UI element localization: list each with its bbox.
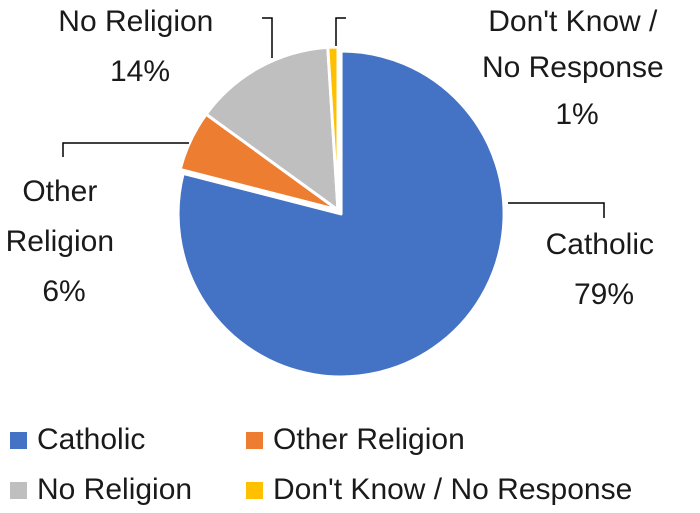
slice-label-catholic: Catholic 79%: [546, 228, 663, 311]
chart-legend: Catholic Other Religion No Religion Don'…: [0, 418, 700, 513]
legend-swatch-catholic: [10, 431, 27, 449]
slice-label-other-religion-line: Other: [22, 175, 97, 208]
slice-label-catholic-value: 79%: [574, 278, 634, 311]
legend-label-no-religion: No Religion: [37, 473, 193, 506]
leader-lines: [62, 17, 605, 218]
slice-label-dont-know: Don't Know / No Response 1%: [482, 5, 672, 131]
legend-swatch-dont-know: [246, 481, 263, 499]
legend-label-dont-know: Don't Know / No Response: [273, 473, 633, 506]
legend-label-other-religion: Other Religion: [273, 423, 465, 456]
slice-label-other-religion: Other Religion 6%: [6, 175, 123, 308]
legend-item-catholic: Catholic: [10, 420, 145, 460]
pie-slice-no-religion: [204, 45, 340, 212]
legend-label-catholic: Catholic: [37, 423, 146, 456]
slice-label-dont-know-value: 1%: [555, 98, 598, 131]
legend-swatch-no-religion: [10, 481, 27, 499]
leader-line-dont-know: [335, 17, 346, 46]
leader-line-no-religion: [262, 17, 273, 58]
slice-label-no-religion-value: 14%: [110, 55, 170, 88]
leader-line-catholic: [508, 202, 605, 218]
leader-line-other-religion: [62, 142, 189, 157]
legend-item-dont-know: Don't Know / No Response: [246, 470, 632, 510]
slice-label-catholic-line: Catholic: [546, 228, 654, 261]
legend-swatch-other-religion: [246, 431, 263, 449]
slice-label-dont-know-line: Don't Know /: [488, 5, 658, 38]
slice-label-no-religion: No Religion 14%: [58, 5, 221, 88]
legend-item-other-religion: Other Religion: [246, 420, 465, 460]
slice-label-other-religion-value: 6%: [42, 275, 85, 308]
pie-slice-dont-know: [326, 45, 340, 212]
slice-label-dont-know-line: No Response: [482, 51, 664, 84]
slice-label-other-religion-line: Religion: [6, 225, 114, 258]
slice-label-no-religion-line: No Religion: [58, 5, 213, 38]
pie-slices: [176, 45, 506, 379]
pie-slice-catholic: [176, 49, 506, 379]
legend-item-no-religion: No Religion: [10, 470, 192, 510]
